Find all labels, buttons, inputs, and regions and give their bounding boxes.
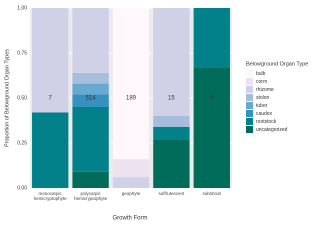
x-tick-label: monocarpic hemicryptophyte [33,191,67,201]
y-tick-label: 0.75 [17,50,27,56]
y-tick-label: 0.25 [17,140,27,146]
legend-key [246,70,253,77]
legend-label: tuber [256,103,268,109]
bar-segment [72,94,109,107]
legend-label: stolon [256,95,270,101]
count-label: 9 [210,96,214,102]
count-label: 7 [49,96,53,102]
x-tick-label: suffrutescent [158,191,185,196]
legend-label: uncategorized [256,127,288,133]
y-axis-label: Proportion of Belowground Organ Types [4,49,10,147]
x-tick-label: subshrub [202,191,222,196]
bar-segment [193,8,230,68]
count-label: 514 [86,96,97,102]
bar-segment [72,107,109,172]
legend-key [246,118,253,125]
legend-key [246,86,253,93]
chart: Growth Form Proportion of Belowground Or… [4,5,308,222]
legend-key [246,78,253,85]
bar-segment [153,8,190,116]
bar-segment [72,171,109,188]
bar-segment [32,8,69,113]
bar-segment [32,112,69,188]
legend-key [246,126,253,133]
bar-segment [153,139,190,188]
x-axis-label: Growth Form [112,216,147,222]
legend-label: rhizome [256,87,274,93]
bar-segment [153,116,190,127]
legend-key [246,110,253,117]
bar-segment [112,177,150,188]
chart-svg: Growth Form Proportion of Belowground Or… [4,5,308,222]
bar-segment [193,67,230,188]
legend-label: rootstock [256,119,277,125]
legend-title: Belowground Organ Type [246,61,308,67]
legend-label: corm [256,79,267,85]
legend-label: caudex [256,111,273,117]
y-tick-label: 0.50 [17,95,27,101]
legend-label: bulb [256,71,266,77]
count-label: 189 [126,96,137,102]
x-tick-label: geophyte [121,191,141,196]
y-tick-label: 1.00 [17,5,27,11]
bar-segment [153,126,190,140]
bar-segment [72,83,109,95]
x-tick-label: polycarpic hemicryptophyte [74,191,108,201]
y-tick-label: 0.00 [17,185,27,191]
count-label: 15 [168,96,175,102]
legend-key [246,102,253,109]
bar-segment [72,8,109,73]
bar-segment [72,72,109,84]
bar-segment [112,8,150,160]
legend-key [246,94,253,101]
bar-segment [112,159,150,178]
